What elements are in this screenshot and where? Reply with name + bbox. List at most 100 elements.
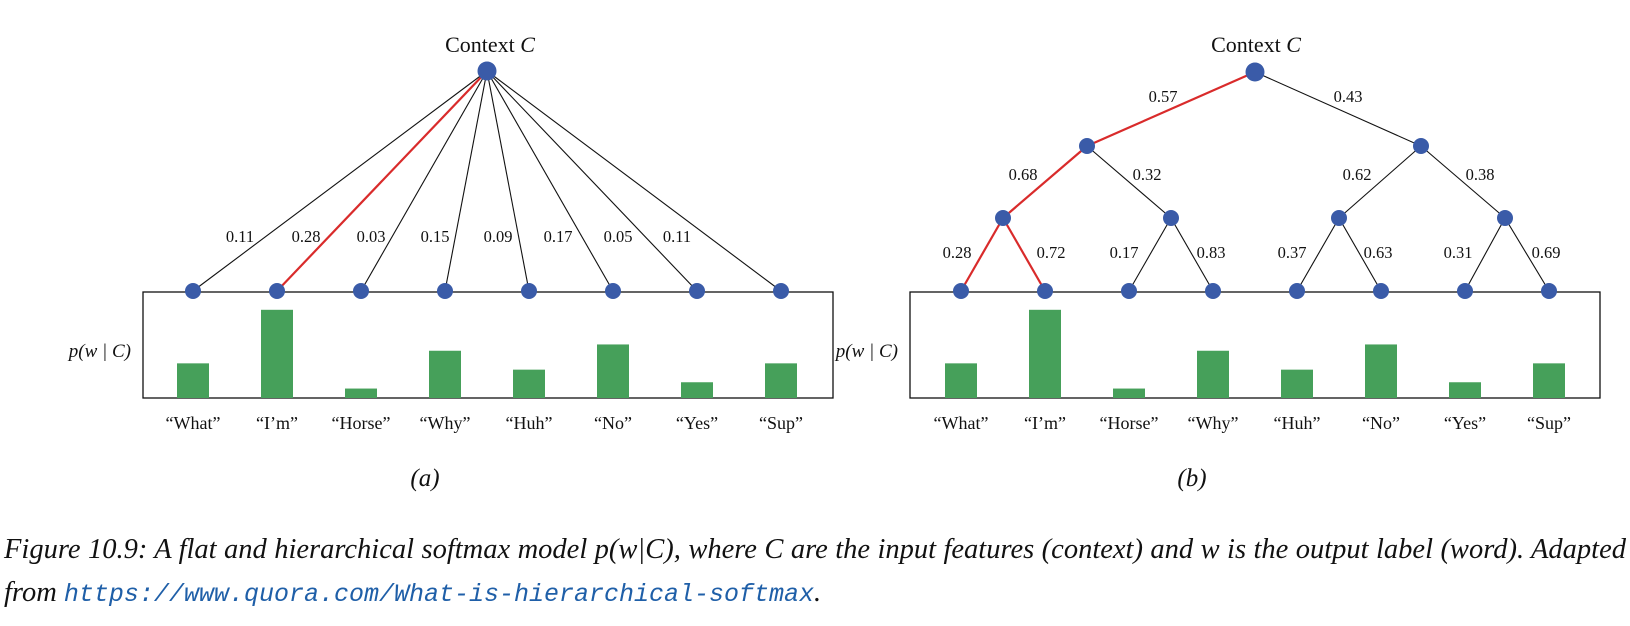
panel-a-edge-7 <box>486 70 782 292</box>
panel-hierarchical-softmax: Context C 0.57 0.43 0.68 0.32 0.62 0.38 0.28 0.… <box>834 32 1601 492</box>
panel-b-word-1: “I’m” <box>1024 413 1066 433</box>
panel-b-edge-leaf-5 <box>1338 217 1382 292</box>
panel-b-root-node <box>1245 62 1265 82</box>
panel-b-leaf-node-3 <box>1205 283 1221 299</box>
panel-a-prob-1: 0.28 <box>292 227 321 246</box>
panel-b-edge-leaf-7 <box>1504 217 1550 292</box>
panel-b-edge-leaf-2 <box>1128 217 1172 292</box>
panel-b-prob-l3-0: 0.28 <box>943 243 972 262</box>
panel-a-prob-5: 0.17 <box>544 227 573 246</box>
panel-b-prob-l3-6: 0.31 <box>1444 243 1473 262</box>
panel-b-leaf-node-0 <box>953 283 969 299</box>
panel-b-edge-leaf-0 <box>960 217 1004 292</box>
panel-b-label: (b) <box>1177 465 1206 492</box>
panel-a-word-5: “No” <box>594 413 632 433</box>
panel-b-prob-l2-0: 0.68 <box>1009 165 1038 184</box>
panel-a-leaf-node-3 <box>437 283 453 299</box>
panel-b-prob-l2-2: 0.62 <box>1343 165 1372 184</box>
panel-b-leaf-node-1 <box>1037 283 1053 299</box>
panel-a-bar-4 <box>513 369 545 398</box>
panel-a-bar-1 <box>261 309 293 398</box>
panel-b-bar-1 <box>1029 309 1061 398</box>
panel-b-ylabel: p(w | C) <box>834 341 898 362</box>
panel-a-prob-3: 0.15 <box>421 227 450 246</box>
panel-b-prob-l3-7: 0.69 <box>1532 243 1561 262</box>
panel-a-prob-4: 0.09 <box>484 227 513 246</box>
panel-b-internal-node-l1-1 <box>1413 138 1429 154</box>
panel-a-bar-3 <box>429 350 461 398</box>
panel-b-prob-l1-1: 0.43 <box>1334 87 1363 106</box>
panel-a-leaf-node-7 <box>773 283 789 299</box>
panel-b-prob-l3-2: 0.17 <box>1110 243 1139 262</box>
panel-b-bar-0 <box>945 363 977 398</box>
panel-a-leaf-node-2 <box>353 283 369 299</box>
panel-b-internal-node-l2-1 <box>1163 210 1179 226</box>
panel-a-bar-5 <box>597 344 629 398</box>
panel-a-leaf-node-1 <box>269 283 285 299</box>
panel-b-edge-root-left <box>1086 70 1256 148</box>
panel-a-prob-0: 0.11 <box>226 227 254 246</box>
panel-b-edge-l1-3 <box>1420 145 1506 219</box>
figure-caption: Figure 10.9: A flat and hierarchical sof… <box>4 528 1626 616</box>
panel-b-prob-l2-1: 0.32 <box>1133 165 1162 184</box>
panel-b-word-4: “Huh” <box>1274 413 1321 433</box>
panel-b-leaf-node-5 <box>1373 283 1389 299</box>
caption-text: Figure 10.9: A flat and hierarchical sof… <box>4 534 1626 608</box>
panel-a-edge-1 <box>276 70 488 292</box>
panel-a-leaf-node-4 <box>521 283 537 299</box>
panel-a-word-0: “What” <box>166 413 221 433</box>
panel-b-edge-root-right <box>1254 71 1422 147</box>
panel-a-edge-2 <box>360 70 488 292</box>
panel-b-internal-node-l1-0 <box>1079 138 1095 154</box>
panel-b-bar-7 <box>1533 363 1565 398</box>
panel-a-root-node <box>477 61 497 81</box>
panel-b-prob-l2-3: 0.38 <box>1466 165 1495 184</box>
panel-a-word-7: “Sup” <box>759 413 803 433</box>
caption-end: . <box>814 577 822 608</box>
panel-b-leaf-node-7 <box>1541 283 1557 299</box>
panel-a-edge-3 <box>444 70 488 292</box>
panel-b-word-5: “No” <box>1362 413 1400 433</box>
panel-a-word-2: “Horse” <box>332 413 391 433</box>
panel-b-leaf-node-2 <box>1121 283 1137 299</box>
panel-a-bar-frame <box>142 291 834 399</box>
panel-b-prob-l3-3: 0.83 <box>1197 243 1226 262</box>
panel-b-internal-node-l2-3 <box>1497 210 1513 226</box>
panel-a-prob-2: 0.03 <box>357 227 386 246</box>
panel-a-word-4: “Huh” <box>506 413 553 433</box>
panel-a-edge-5 <box>486 70 614 292</box>
panel-a-ylabel: p(w | C) <box>67 341 131 362</box>
panel-b-bar-3 <box>1197 350 1229 398</box>
panel-a-leaf-node-5 <box>605 283 621 299</box>
panel-b-leaf-node-4 <box>1289 283 1305 299</box>
panel-flat-softmax: Context C 0.11 0.28 0.03 0.15 0.09 0.17 0.05 0.… <box>67 32 834 492</box>
panel-a-root-title: Context C <box>445 32 535 57</box>
panel-b-bar-2 <box>1113 388 1145 398</box>
panel-b-edge-leaf-3 <box>1170 217 1214 292</box>
panel-a-bar-2 <box>345 388 377 398</box>
panel-b-bar-6 <box>1449 382 1481 398</box>
softmax-figure: Context C 0.11 0.28 0.03 0.15 0.09 0.17 0.05 0.… <box>67 32 1601 492</box>
panel-b-edge-leaf-1 <box>1002 217 1046 292</box>
panel-a-label: (a) <box>410 465 439 492</box>
panel-a-edge-6 <box>486 70 698 292</box>
panel-b-prob-l3-4: 0.37 <box>1278 243 1307 262</box>
caption-link[interactable]: https://www.quora.com/What-is-hierarchic… <box>63 580 815 609</box>
panel-b-word-2: “Horse” <box>1100 413 1159 433</box>
panel-a-word-1: “I’m” <box>256 413 298 433</box>
panel-a-edge-4 <box>486 70 530 292</box>
panel-b-edge-leaf-6 <box>1464 217 1506 292</box>
panel-b-word-7: “Sup” <box>1527 413 1571 433</box>
panel-b-word-3: “Why” <box>1188 413 1239 433</box>
panel-b-internal-node-l2-2 <box>1331 210 1347 226</box>
panel-a-bar-7 <box>765 363 797 398</box>
panel-b-root-title: Context C <box>1211 32 1301 57</box>
panel-b-leaf-node-6 <box>1457 283 1473 299</box>
panel-a-leaf-node-0 <box>185 283 201 299</box>
panel-b-word-6: “Yes” <box>1444 413 1486 433</box>
panel-b-bar-4 <box>1281 369 1313 398</box>
panel-a-prob-6: 0.05 <box>604 227 633 246</box>
panel-b-edge-l1-1 <box>1086 145 1172 219</box>
panel-b-bar-frame <box>909 291 1601 399</box>
panel-a-leaf-node-6 <box>689 283 705 299</box>
